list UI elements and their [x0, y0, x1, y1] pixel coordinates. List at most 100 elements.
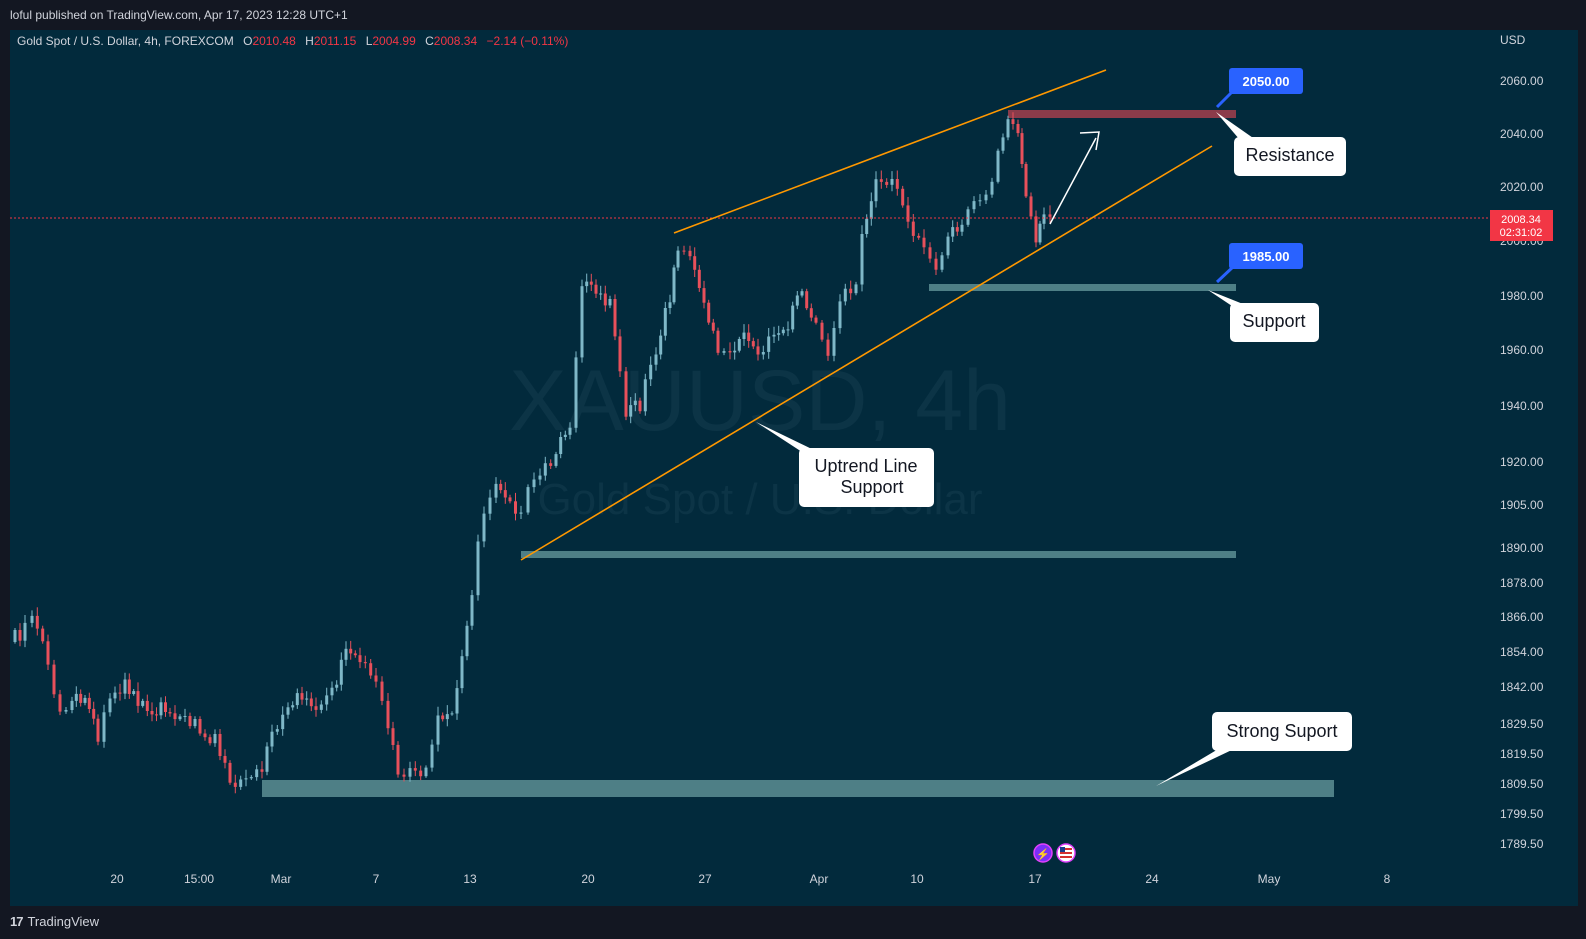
candle-body	[413, 768, 417, 771]
candle-body	[865, 218, 869, 234]
support-price-text: 1985.00	[1243, 249, 1290, 264]
legend-text: Gold Spot / U.S. Dollar, 4h, FOREXCOM O2…	[17, 34, 568, 48]
price-axis[interactable]: USD 2060.002040.002020.002000.001980.001…	[1490, 33, 1553, 851]
candle-body	[549, 463, 553, 466]
resistance-zone[interactable]	[1008, 110, 1236, 118]
lightning-icon[interactable]	[1033, 843, 1053, 863]
uptrend-support-line[interactable]	[520, 145, 1213, 561]
candle-body	[424, 767, 428, 777]
candle-body	[335, 684, 339, 688]
candle-body	[849, 288, 853, 294]
candle-body	[742, 332, 746, 339]
candle-body	[955, 227, 959, 232]
support-zone-1890[interactable]	[521, 551, 1236, 558]
candle-body	[291, 705, 295, 708]
resistance-callout-text: Resistance	[1245, 145, 1334, 165]
candle-body	[386, 700, 390, 729]
chart-canvas[interactable]: XAUUSD, 4h Gold Spot / U.S. Dollar 2050.…	[10, 30, 1578, 906]
candle-body	[922, 237, 926, 248]
resistance-price-text: 2050.00	[1243, 74, 1290, 89]
candle-body	[74, 693, 78, 701]
candle-body	[1001, 137, 1005, 151]
candle-body	[18, 630, 22, 641]
projection-arrow-head	[1079, 131, 1100, 151]
candle-body	[890, 179, 894, 185]
candle-body	[568, 427, 572, 435]
candle-body	[482, 513, 486, 542]
candle-body	[716, 330, 720, 353]
candle-body	[92, 708, 96, 719]
strong-support-callout[interactable]	[1212, 712, 1352, 751]
candle-body	[155, 714, 158, 716]
time-tick: May	[1258, 872, 1281, 886]
candle-body	[934, 258, 938, 270]
time-tick: Apr	[810, 872, 829, 886]
candle-body	[228, 762, 232, 783]
tradingview-logo-icon: 17	[10, 914, 24, 929]
time-tick: 13	[463, 872, 477, 886]
candle-body	[58, 694, 62, 712]
time-axis[interactable]: 20 15:00 Mar 7 13 20 27 Apr 10 17 24 May 8	[110, 872, 1390, 886]
candle-body	[559, 437, 563, 454]
support-price-tag[interactable]	[1229, 243, 1303, 269]
tradingview-logo[interactable]: 17 TradingView	[10, 914, 99, 929]
support-callout-pointer	[1208, 290, 1248, 306]
candle-body	[305, 698, 309, 700]
support-zone[interactable]	[929, 284, 1236, 291]
candle-body	[344, 648, 348, 660]
flag-stripe-2	[1060, 852, 1072, 854]
candle-body	[270, 731, 274, 747]
support-callout[interactable]	[1230, 303, 1319, 342]
resistance-callout[interactable]	[1234, 137, 1346, 176]
candle-body	[369, 663, 373, 676]
channel-upper-trendline[interactable]	[673, 69, 1107, 234]
price-tick: 1890.00	[1500, 541, 1544, 555]
candle-body	[693, 256, 697, 270]
projection-arrow[interactable]	[1049, 137, 1097, 225]
candle-body	[408, 768, 412, 777]
candle-body	[814, 317, 818, 323]
candle-body	[286, 707, 290, 715]
candle-body	[309, 698, 313, 707]
candle-body	[688, 250, 692, 257]
candle-body	[707, 302, 711, 323]
candle-body	[470, 595, 474, 626]
uptrend-callout[interactable]	[799, 448, 934, 507]
time-tick: 24	[1145, 872, 1159, 886]
candle-body	[781, 329, 785, 334]
strong-support-zone[interactable]	[262, 780, 1334, 797]
price-tick: 1980.00	[1500, 289, 1544, 303]
candle-body	[772, 334, 776, 337]
candle-body	[895, 179, 899, 189]
time-tick: 27	[698, 872, 712, 886]
price-tick: 1789.50	[1500, 837, 1544, 851]
candle-body	[960, 224, 964, 232]
lightning-glyph: ⚡	[1036, 848, 1050, 861]
candle-body	[638, 400, 642, 412]
candle-body	[843, 288, 847, 302]
candle-body	[494, 483, 498, 498]
current-price-tag	[1490, 210, 1553, 241]
candle-body	[911, 221, 915, 236]
chart-frame[interactable]: XAUUSD, 4h Gold Spot / U.S. Dollar 2050.…	[10, 30, 1578, 906]
time-tick: 17	[1028, 872, 1042, 886]
candle-body	[791, 305, 795, 330]
candle-body	[13, 630, 17, 642]
resistance-price-tag[interactable]	[1229, 68, 1303, 94]
candle-body	[339, 659, 343, 685]
candle-body	[940, 255, 944, 270]
candle-body	[832, 328, 836, 356]
candle-body	[747, 332, 751, 341]
symbol-legend[interactable]: Gold Spot / U.S. Dollar, 4h, FOREXCOM O2…	[17, 34, 568, 48]
price-tick: 1854.00	[1500, 645, 1544, 659]
candle-body	[624, 371, 628, 417]
publish-header: loful published on TradingView.com, Apr …	[0, 0, 1586, 30]
candle-body	[1038, 223, 1042, 243]
candle-body	[52, 664, 56, 695]
candle-body	[978, 200, 982, 202]
candle-body	[239, 779, 243, 787]
candle-body	[455, 688, 459, 714]
candle-body	[618, 336, 622, 372]
candle-body	[838, 301, 842, 329]
candle-body	[419, 770, 423, 777]
